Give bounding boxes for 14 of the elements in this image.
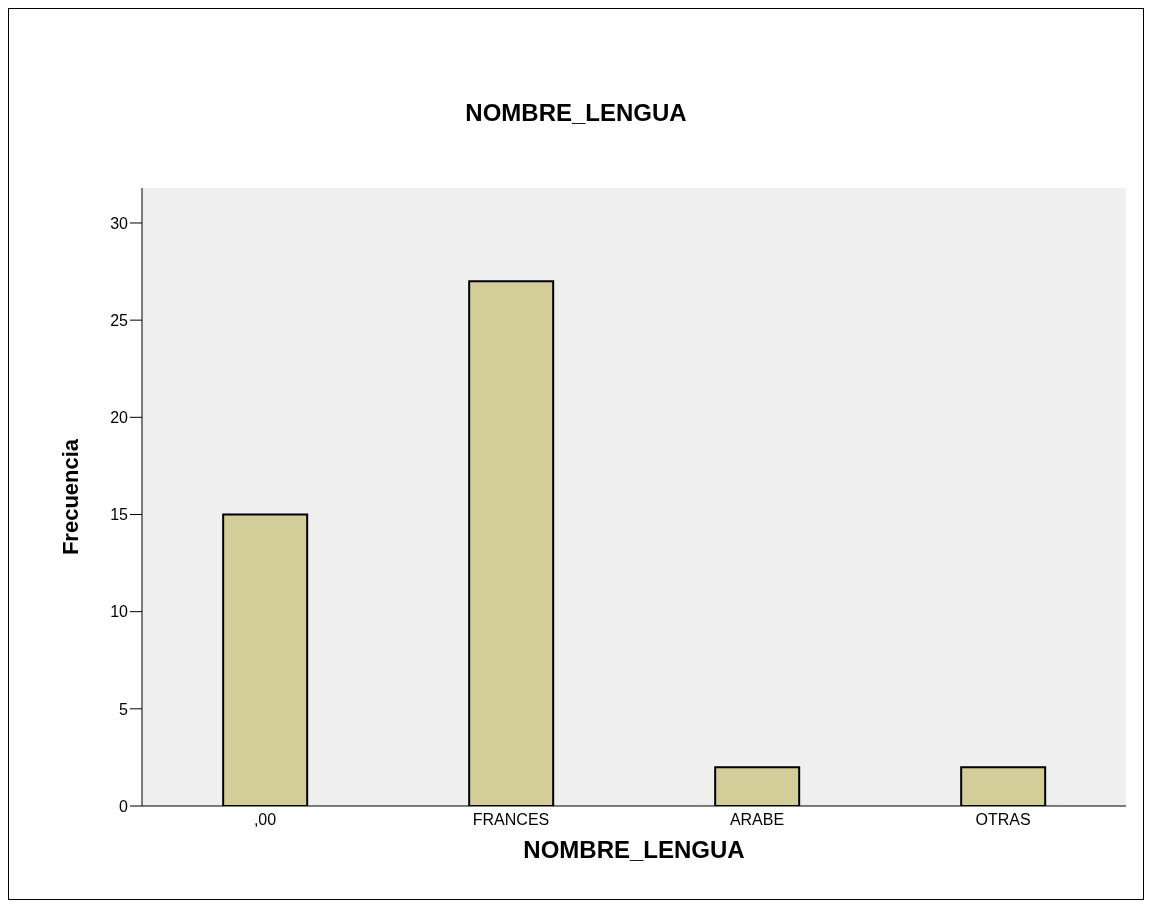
x-tick-label: ,00 — [253, 811, 277, 829]
y-tick-label: 20 — [110, 409, 129, 426]
y-tick-label: 0 — [119, 797, 129, 815]
y-tick-label: 5 — [119, 700, 129, 718]
y-axis-title: Frecuencia — [57, 438, 83, 556]
y-tick-label: 30 — [110, 214, 129, 232]
chart-title: NOMBRE_LENGUA — [464, 99, 688, 127]
y-tick-label: 10 — [110, 603, 129, 621]
y-tick-label: 25 — [110, 311, 129, 329]
x-tick-label: FRANCES — [472, 811, 550, 829]
y-tick-label: 15 — [110, 506, 129, 524]
x-tick-label: ARABE — [729, 811, 785, 829]
x-axis-title: NOMBRE_LENGUA — [523, 836, 745, 863]
x-tick-label: OTRAS — [975, 811, 1031, 829]
